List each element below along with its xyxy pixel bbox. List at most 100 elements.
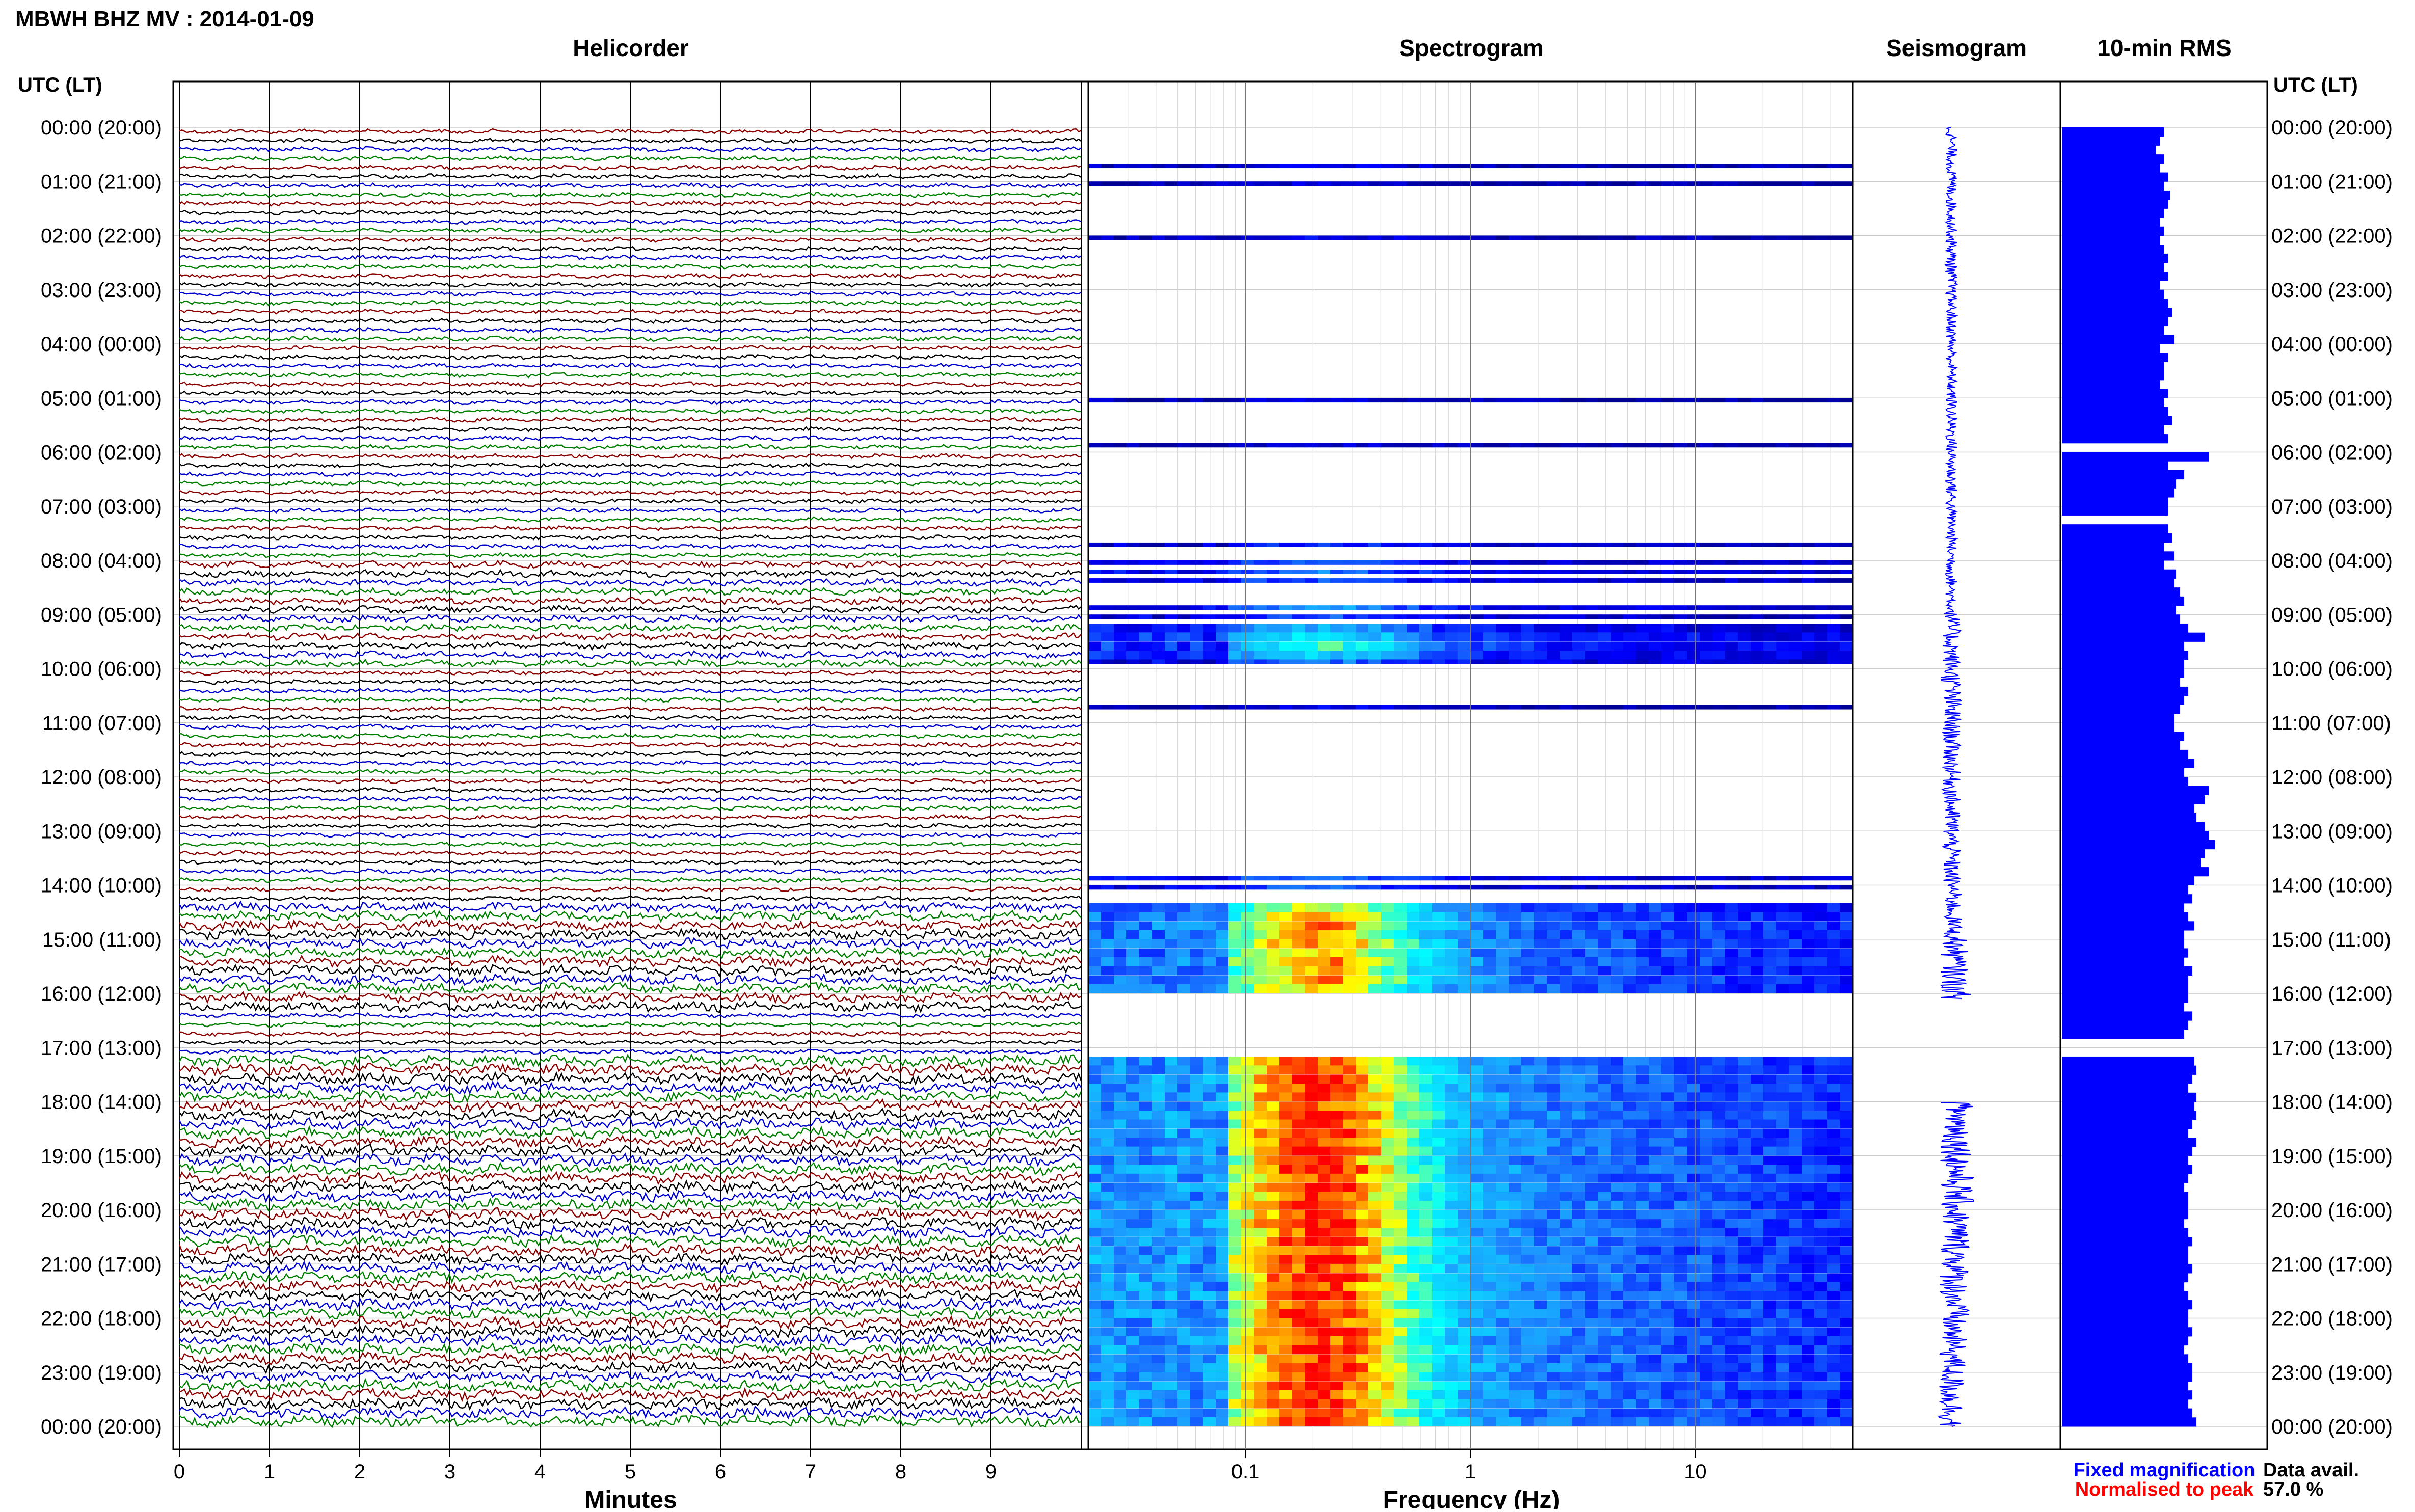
spectrogram-cell	[1738, 1228, 1751, 1237]
spectrogram-cell	[1381, 1417, 1394, 1426]
spectrogram-cell	[1165, 939, 1178, 949]
spectrogram-cell	[1572, 876, 1586, 881]
spectrogram-cell	[1394, 1065, 1407, 1075]
spectrogram-cell	[1305, 957, 1318, 966]
spectrogram-cell	[1241, 1074, 1254, 1084]
spectrogram-cell	[1254, 903, 1267, 912]
spectrogram-cell	[1509, 1417, 1522, 1426]
spectrogram-cell	[1254, 1111, 1267, 1120]
rms-bar	[2062, 1011, 2192, 1021]
spectrogram-cell	[1139, 1219, 1152, 1228]
spectrogram-cell	[1611, 1372, 1624, 1382]
spectrogram-cell	[1712, 1417, 1726, 1426]
spectrogram-cell	[1101, 659, 1114, 664]
spectrogram-cell	[1165, 885, 1178, 890]
spectrogram-cell	[1165, 1119, 1178, 1129]
spectrogram-cell	[1407, 975, 1420, 985]
spectrogram-cell	[1789, 542, 1802, 547]
spectrogram-cell	[1254, 984, 1267, 993]
spectrogram-cell	[1356, 659, 1369, 664]
spectrogram-cell	[1267, 903, 1280, 912]
spectrogram-cell	[1636, 1246, 1649, 1255]
spectrogram-cell	[1305, 903, 1318, 912]
spectrogram-cell	[1292, 1408, 1305, 1418]
spectrogram-cell	[1623, 578, 1636, 583]
spectrogram-cell	[1661, 614, 1675, 619]
spectrogram-cell	[1267, 1309, 1280, 1318]
spectrogram-cell	[1088, 1300, 1102, 1310]
helicorder-trace	[179, 1260, 1082, 1275]
spectrogram-cell	[1139, 578, 1152, 583]
spectrogram-cell	[1101, 1408, 1114, 1418]
spectrogram-cell	[1827, 181, 1840, 186]
spectrogram-cell	[1330, 1074, 1344, 1084]
spectrogram-cell	[1751, 1165, 1764, 1174]
spectrogram-cell	[1509, 885, 1522, 890]
spectrogram-cell	[1152, 1336, 1165, 1345]
spectrogram-cell	[1267, 605, 1280, 610]
spectrogram-cell	[1560, 1092, 1573, 1102]
spectrogram-cell	[1738, 1336, 1751, 1345]
spectrogram-cell	[1343, 948, 1356, 958]
spectrogram-cell	[1203, 1399, 1216, 1409]
spectrogram-cell	[1789, 1354, 1802, 1364]
spectrogram-cell	[1356, 1291, 1369, 1301]
spectrogram-cell	[1356, 1255, 1369, 1264]
spectrogram-cell	[1088, 624, 1102, 633]
spectrogram-cell	[1458, 984, 1471, 993]
spectrogram-cell	[1203, 1318, 1216, 1328]
spectrogram-cell	[1432, 560, 1445, 565]
spectrogram-row	[1088, 1165, 1853, 1174]
spectrogram-cell	[1840, 975, 1853, 985]
spectrogram-cell	[1101, 1084, 1114, 1093]
spectrogram-cell	[1802, 1128, 1815, 1138]
spectrogram-cell	[1611, 578, 1624, 583]
spectrogram-cell	[1203, 984, 1216, 993]
spectrogram-cell	[1763, 398, 1777, 403]
spectrogram-cell	[1165, 1417, 1178, 1426]
spectrogram-cell	[1827, 1345, 1840, 1355]
spectrogram-cell	[1305, 876, 1318, 881]
spectrogram-cell	[1267, 1264, 1280, 1273]
spectrogram-cell	[1254, 570, 1267, 574]
spectrogram-cell	[1139, 1363, 1152, 1372]
spectrogram-cell	[1267, 1399, 1280, 1409]
helicorder-trace	[179, 706, 1082, 713]
spectrogram-row	[1088, 235, 1853, 240]
spectrogram-cell	[1509, 912, 1522, 922]
spectrogram-cell	[1483, 641, 1496, 651]
helicorder-trace	[179, 480, 1082, 487]
spectrogram-cell	[1572, 921, 1586, 931]
spectrogram-cell	[1725, 1057, 1738, 1066]
spectrogram-cell	[1496, 1381, 1509, 1391]
spectrogram-cell	[1394, 1155, 1407, 1165]
spectrogram-cell	[1636, 1237, 1649, 1246]
spectrogram-cell	[1712, 1182, 1726, 1192]
rms-bar	[2062, 416, 2172, 425]
spectrogram-cell	[1407, 542, 1420, 547]
spectrogram-cell	[1292, 1182, 1305, 1192]
spectrogram-cell	[1840, 651, 1853, 660]
spectrogram-cell	[1636, 1255, 1649, 1264]
spectrogram-cell	[1241, 1363, 1254, 1372]
spectrogram-x-tick-label: 10	[1684, 1461, 1707, 1483]
spectrogram-cell	[1318, 1165, 1331, 1174]
spectrogram-cell	[1407, 1246, 1420, 1255]
spectrogram-cell	[1509, 1200, 1522, 1210]
helicorder-trace	[179, 327, 1082, 334]
spectrogram-cell	[1521, 912, 1535, 922]
spectrogram-cell	[1470, 1309, 1484, 1318]
spectrogram-cell	[1381, 1092, 1394, 1102]
spectrogram-cell	[1203, 1084, 1216, 1093]
spectrogram-cell	[1445, 1327, 1458, 1337]
spectrogram-cell	[1674, 930, 1687, 939]
spectrogram-cell	[1789, 885, 1802, 890]
spectrogram-cell	[1356, 1336, 1369, 1345]
spectrogram-cell	[1458, 1228, 1471, 1237]
spectrogram-cell	[1560, 1354, 1573, 1364]
spectrogram-cell	[1751, 1111, 1764, 1120]
spectrogram-cell	[1776, 659, 1789, 664]
spectrogram-cell	[1789, 1399, 1802, 1409]
spectrogram-cell	[1088, 1146, 1102, 1156]
spectrogram-cell	[1165, 1408, 1178, 1418]
